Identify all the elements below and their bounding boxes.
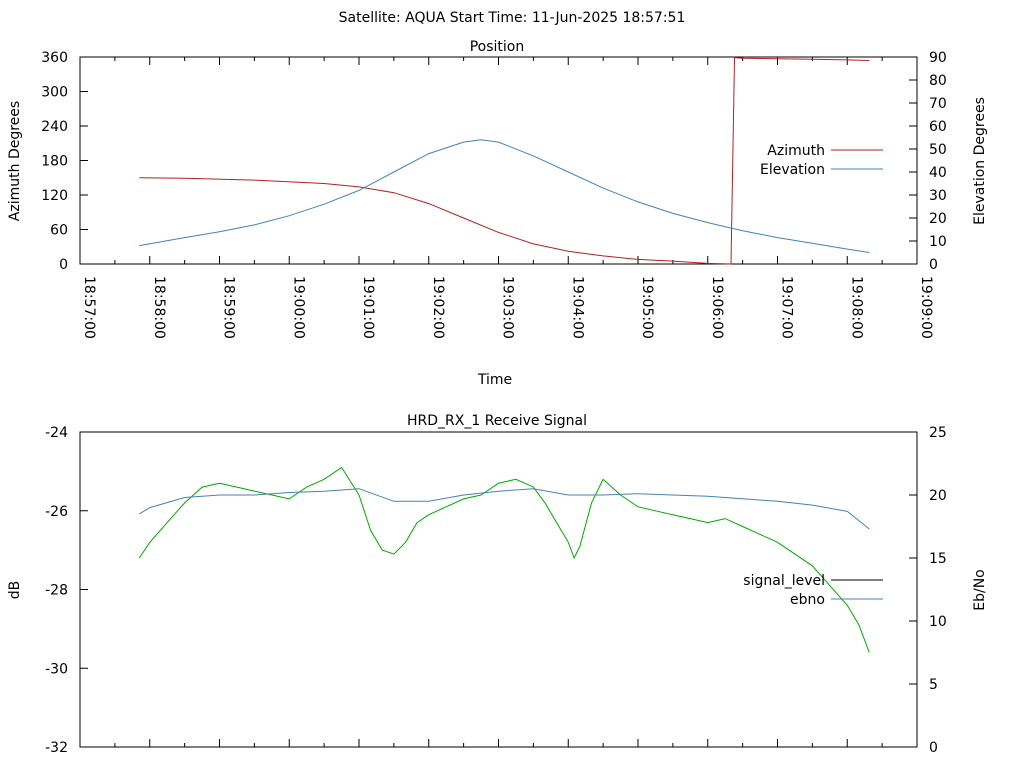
position-x-axis-label: Time <box>477 372 512 388</box>
position-right-tick-label: 60 <box>929 119 947 135</box>
position-left-tick-label: 240 <box>41 119 68 135</box>
receive-signal-panel: HRD_RX_1 Receive Signal dB Eb/No -24-26-… <box>7 413 988 756</box>
position-right-tick-label: 90 <box>929 50 947 66</box>
signal-level-line <box>138 466 870 653</box>
legend-label: Azimuth <box>767 143 825 159</box>
position-right-tick-label: 20 <box>929 211 947 227</box>
position-right-tick-label: 10 <box>929 234 947 250</box>
receive-signal-left-tick-label: -30 <box>45 661 68 677</box>
position-left-tick-label: 60 <box>50 223 68 239</box>
elevation-axis-label: Elevation Degrees <box>972 97 988 225</box>
receive-signal-left-tick-label: -26 <box>45 504 68 520</box>
position-x-tick-label: 18:59:00 <box>221 276 237 339</box>
position-right-tick-label: 40 <box>929 165 947 181</box>
position-x-tick-label: 19:06:00 <box>709 276 725 339</box>
position-x-tick-label: 19:09:00 <box>918 276 934 339</box>
position-x-tick-label: 19:08:00 <box>848 276 864 339</box>
position-left-tick-label: 360 <box>41 50 68 66</box>
position-x-tick-label: 19:05:00 <box>639 276 655 339</box>
position-legend: Azimuth Elevation <box>760 143 883 178</box>
position-right-tick-label: 30 <box>929 188 947 204</box>
position-chart-title: Position <box>470 39 525 55</box>
position-plot-frame <box>79 56 918 265</box>
receive-signal-right-tick-label: 25 <box>929 425 947 441</box>
ebno-axis-label: Eb/No <box>972 569 988 611</box>
position-x-tick-label: 19:00:00 <box>290 276 306 339</box>
receive-signal-right-tick-label: 0 <box>929 740 938 756</box>
position-left-tick-label: 180 <box>41 154 68 170</box>
receive-signal-left-tick-label: -32 <box>45 740 68 756</box>
legend-label: Elevation <box>760 162 825 178</box>
position-series <box>139 57 870 265</box>
position-x-tick-label: 19:07:00 <box>779 276 795 339</box>
azimuth-line <box>139 57 870 265</box>
db-axis-label: dB <box>7 581 23 600</box>
legend-label: signal_level <box>743 573 825 589</box>
position-x-tick-label: 19:01:00 <box>360 276 376 339</box>
position-x-tick-label: 18:58:00 <box>151 276 167 339</box>
receive-signal-axis-ticks: -24 -26 -28 -30 -32 0 5 10 15 20 25 <box>45 425 947 756</box>
elevation-line <box>139 139 870 253</box>
position-x-tick-label: 18:57:00 <box>81 276 97 339</box>
receive-signal-right-tick-label: 15 <box>929 551 947 567</box>
receive-signal-left-tick-label: -28 <box>45 583 68 599</box>
position-left-tick-label: 120 <box>41 188 68 204</box>
position-left-tick-label: 0 <box>59 257 68 273</box>
position-right-tick-label: 50 <box>929 142 947 158</box>
position-x-tick-label: 19:02:00 <box>430 276 446 339</box>
legend-label: ebno <box>790 592 825 608</box>
position-x-tick-label: 19:03:00 <box>500 276 516 339</box>
receive-signal-series <box>138 466 870 653</box>
receive-signal-right-tick-label: 20 <box>929 488 947 504</box>
receive-signal-plot-frame <box>79 431 918 748</box>
position-left-tick-label: 300 <box>41 85 68 101</box>
figure-title: Satellite: AQUA Start Time: 11-Jun-2025 … <box>339 10 686 26</box>
position-panel: Position Time Azimuth Degrees Elevation … <box>7 39 988 388</box>
receive-signal-left-tick-label: -24 <box>45 425 68 441</box>
receive-signal-right-tick-label: 5 <box>929 677 938 693</box>
ebno-line <box>139 488 870 530</box>
position-right-tick-label: 80 <box>929 73 947 89</box>
position-axis-ticks: 0 60 120 180 240 300 360 0 10 20 30 40 50 60 70 80 90 18:… <box>41 50 947 339</box>
receive-signal-chart-title: HRD_RX_1 Receive Signal <box>407 413 587 429</box>
position-right-tick-label: 70 <box>929 96 947 112</box>
azimuth-axis-label: Azimuth Degrees <box>7 101 23 221</box>
position-right-tick-label: 0 <box>929 257 938 273</box>
receive-signal-right-tick-label: 10 <box>929 614 947 630</box>
position-x-tick-label: 19:04:00 <box>569 276 585 339</box>
